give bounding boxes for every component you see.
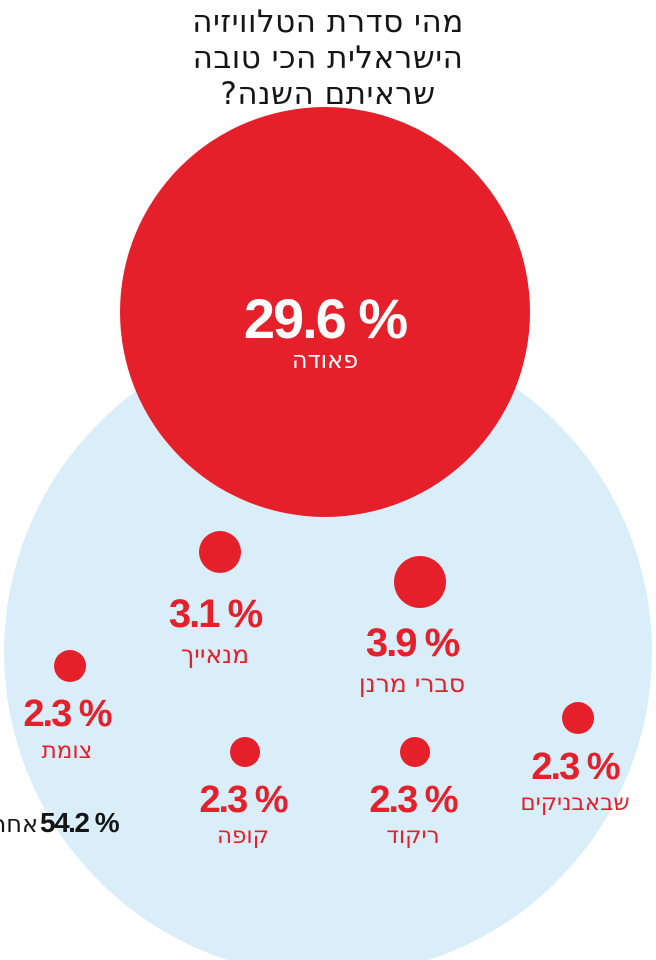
series-label: צומת <box>42 738 93 764</box>
bubble-2 <box>199 531 241 573</box>
series-label: פאודה <box>292 346 358 374</box>
value-label: 2.3 % <box>369 779 457 821</box>
value-label: 2.3 % <box>23 693 111 735</box>
value-label: 29.6 % <box>244 287 408 350</box>
series-label: ריקוד <box>386 823 439 849</box>
title-line: מהי סדרת הטלוויזיה <box>192 4 464 40</box>
value-label: 3.9 % <box>366 621 460 665</box>
bubble-4 <box>562 702 594 734</box>
value-label: 3.1 % <box>169 592 263 636</box>
bubble-3 <box>54 650 86 682</box>
value-label: 2.3 % <box>531 746 619 788</box>
series-label: מנאייך <box>181 640 249 669</box>
chart-title: מהי סדרת הטלוויזיה הישראלית הכי טובה שרא… <box>0 4 656 112</box>
bubble-6 <box>400 737 430 767</box>
series-label: סברי מרנן <box>359 669 465 698</box>
series-label: קופה <box>217 823 269 849</box>
title-line: הישראלית הכי טובה <box>192 40 464 76</box>
title-line: שראיתם השנה? <box>220 76 436 112</box>
bubble-1 <box>394 556 446 608</box>
other-series-label: אחר <box>0 810 38 838</box>
bubble-0 <box>120 107 530 517</box>
other-value-label: 54.2 % <box>40 807 120 838</box>
bubble-5 <box>230 737 260 767</box>
value-label: 2.3 % <box>199 779 287 821</box>
other-background-circle <box>4 328 652 960</box>
series-label: שבאבניקים <box>520 790 629 816</box>
